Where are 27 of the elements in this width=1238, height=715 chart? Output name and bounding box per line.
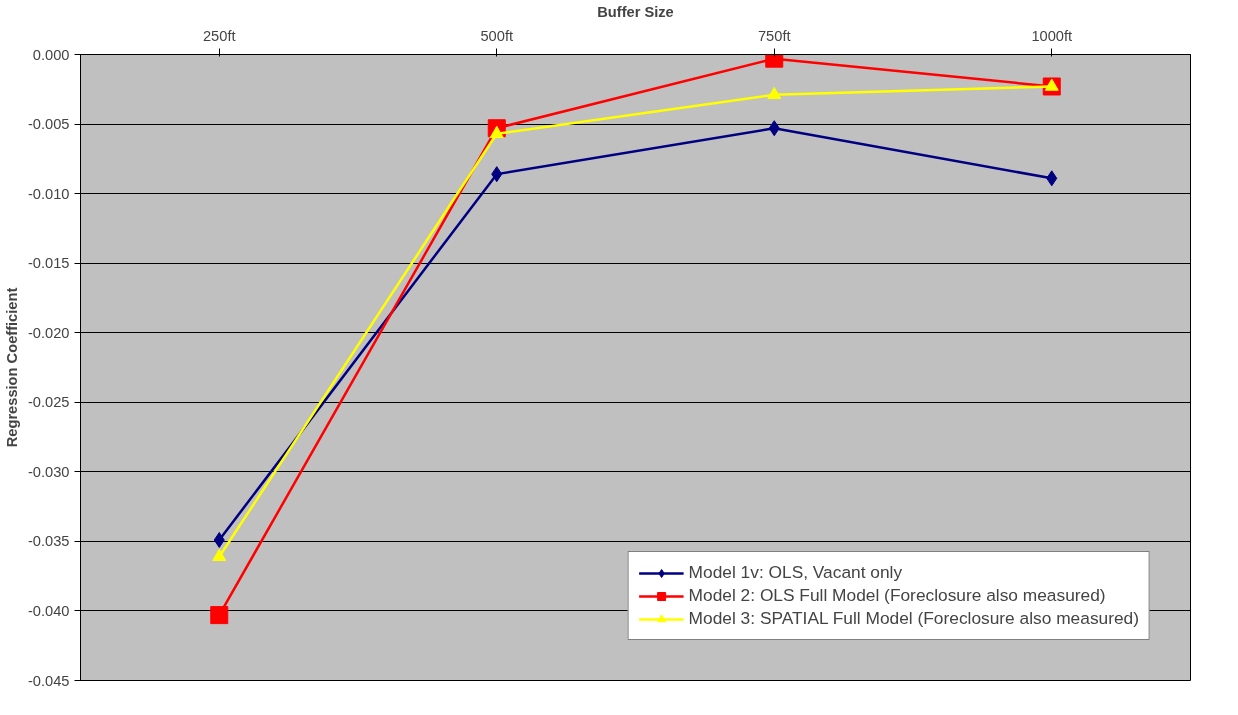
- point: [767, 86, 782, 100]
- point: [1046, 170, 1058, 187]
- y-tick-label: 0.000: [32, 46, 70, 63]
- point: [489, 125, 504, 139]
- y-axis-title: Regression Coefficient: [3, 287, 20, 448]
- legend-label: Model 2: OLS Full Model (Foreclosure also measured): [688, 585, 1106, 606]
- legend-label: Model 3: SPATIAL Full Model (Foreclosure also measured): [688, 608, 1139, 629]
- y-tick-label: -0.040: [27, 602, 70, 619]
- y-tick-label: -0.015: [27, 255, 70, 272]
- y-tick-label: -0.025: [27, 394, 70, 411]
- x-tick-label: 1000ft: [1031, 27, 1073, 44]
- x-axis-title: Buffer Size: [597, 3, 674, 20]
- point: [210, 606, 229, 625]
- y-tick-label: -0.010: [27, 185, 70, 202]
- y-tick-label: -0.045: [27, 672, 70, 689]
- x-tick-label: 750ft: [757, 27, 791, 44]
- y-tick-label: -0.030: [27, 463, 70, 480]
- y-tick-label: -0.035: [27, 533, 70, 550]
- legend-label: Model 1v: OLS, Vacant only: [688, 562, 903, 583]
- point: [768, 120, 780, 137]
- point: [491, 166, 503, 183]
- point: [213, 532, 225, 548]
- point: [1044, 78, 1059, 91]
- x-tick-label: 250ft: [202, 27, 236, 44]
- x-tick-label: 500ft: [480, 27, 514, 44]
- y-tick-label: -0.020: [27, 324, 70, 341]
- y-tick-label: -0.005: [27, 116, 70, 133]
